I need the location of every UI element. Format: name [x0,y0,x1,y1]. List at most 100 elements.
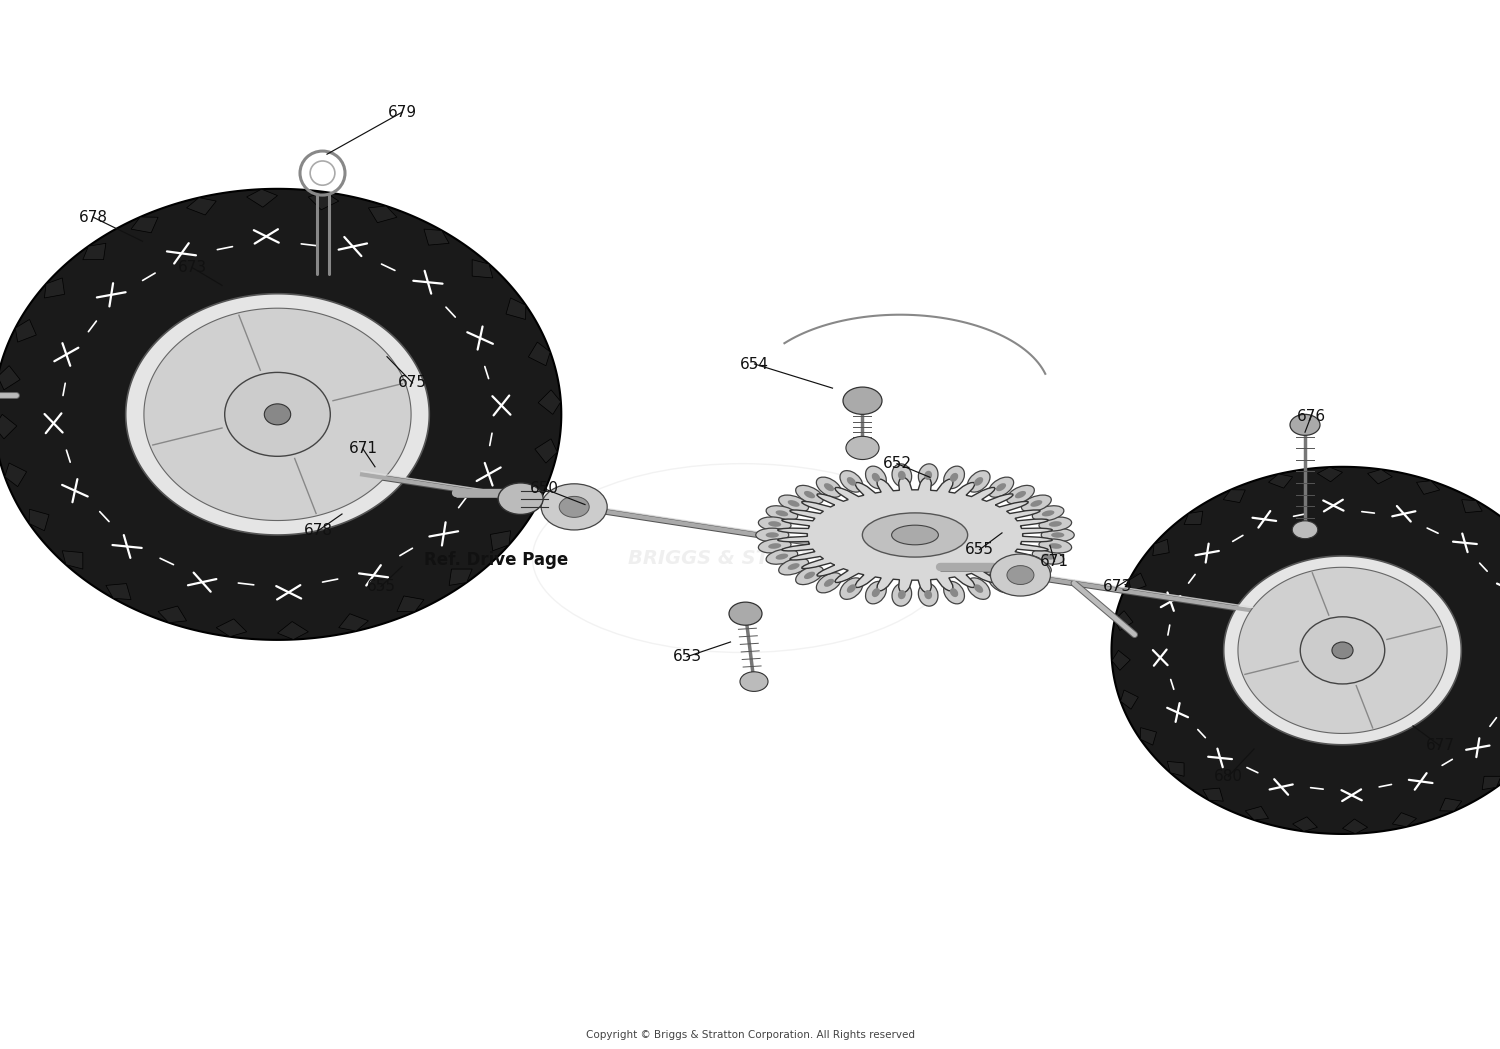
Ellipse shape [1022,558,1052,575]
Polygon shape [1184,511,1203,524]
Ellipse shape [788,500,800,507]
Text: 675: 675 [398,376,427,390]
Ellipse shape [968,471,990,492]
Ellipse shape [795,566,824,584]
Ellipse shape [765,532,778,538]
Ellipse shape [865,581,886,604]
Ellipse shape [788,563,800,570]
Ellipse shape [891,526,939,544]
Circle shape [498,483,543,514]
Polygon shape [339,614,369,631]
Text: BRIGGS & STRATTON: BRIGGS & STRATTON [628,549,856,568]
Ellipse shape [892,583,912,606]
Polygon shape [1342,819,1368,834]
Text: 671: 671 [348,442,378,456]
Ellipse shape [816,573,842,593]
Ellipse shape [1030,500,1042,507]
Text: 678: 678 [78,210,108,224]
Ellipse shape [264,404,291,425]
Text: 678: 678 [303,523,333,538]
Ellipse shape [968,578,990,599]
Polygon shape [538,390,561,414]
Ellipse shape [756,529,789,542]
Ellipse shape [1048,521,1062,527]
Ellipse shape [1032,506,1064,521]
Polygon shape [1482,776,1500,790]
Ellipse shape [924,471,932,480]
Circle shape [1292,520,1317,539]
Polygon shape [130,217,158,233]
Polygon shape [216,619,246,637]
Polygon shape [1440,798,1461,811]
Polygon shape [28,509,50,531]
Ellipse shape [898,471,906,480]
Polygon shape [472,260,492,278]
Polygon shape [1317,467,1342,481]
Ellipse shape [759,539,790,553]
Ellipse shape [1042,510,1054,516]
Polygon shape [0,366,20,390]
Ellipse shape [862,513,968,557]
Ellipse shape [1022,495,1052,512]
Ellipse shape [944,581,964,604]
Ellipse shape [766,506,798,521]
Polygon shape [506,298,526,320]
Polygon shape [0,189,561,640]
Ellipse shape [804,572,814,579]
Polygon shape [1416,480,1440,494]
Polygon shape [1224,490,1245,502]
Ellipse shape [871,473,880,481]
Text: Ref. Drive Page: Ref. Drive Page [424,551,568,570]
Polygon shape [186,197,216,215]
Ellipse shape [804,491,814,498]
Ellipse shape [1007,566,1035,584]
Ellipse shape [1040,539,1071,553]
Text: 650: 650 [530,481,560,496]
Ellipse shape [1030,563,1042,570]
Circle shape [846,436,879,459]
Polygon shape [4,463,27,487]
Ellipse shape [560,496,590,517]
Polygon shape [398,596,424,612]
Text: Copyright © Briggs & Stratton Corporation. All Rights reserved: Copyright © Briggs & Stratton Corporatio… [585,1030,915,1041]
Polygon shape [1120,690,1138,709]
Polygon shape [1112,650,1131,670]
Polygon shape [158,606,186,623]
Polygon shape [1140,728,1156,745]
Circle shape [1290,414,1320,435]
Polygon shape [1238,568,1448,733]
Ellipse shape [918,464,938,487]
Polygon shape [126,294,429,535]
Polygon shape [144,308,411,520]
Text: 677: 677 [1425,738,1455,753]
Ellipse shape [847,477,856,486]
Ellipse shape [840,471,862,492]
Ellipse shape [1016,572,1026,579]
Polygon shape [424,229,448,245]
Ellipse shape [974,477,982,486]
Polygon shape [15,320,36,342]
Text: 673: 673 [1102,579,1132,594]
Text: 655: 655 [366,579,396,594]
Polygon shape [1167,762,1184,776]
Polygon shape [490,531,510,551]
Polygon shape [519,487,540,509]
Polygon shape [0,414,16,438]
Ellipse shape [1300,617,1384,684]
Ellipse shape [996,484,1006,491]
Polygon shape [1112,467,1500,834]
Ellipse shape [892,464,912,487]
Ellipse shape [988,477,1014,497]
Ellipse shape [847,584,856,593]
Polygon shape [777,477,1053,593]
Polygon shape [1154,539,1168,556]
Ellipse shape [225,372,330,456]
Polygon shape [45,278,64,298]
Polygon shape [1130,573,1146,592]
Polygon shape [1224,556,1461,745]
Ellipse shape [1042,554,1054,560]
Ellipse shape [776,510,788,516]
Text: 652: 652 [882,456,912,471]
Ellipse shape [988,573,1014,593]
Ellipse shape [542,484,608,530]
